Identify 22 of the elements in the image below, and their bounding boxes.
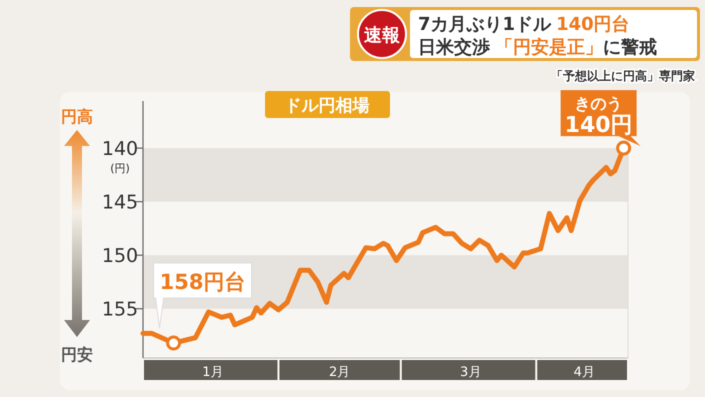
text: 速報 bbox=[364, 25, 401, 46]
text: 「円安是正」 bbox=[495, 37, 603, 58]
annotation: 158円台 bbox=[160, 270, 246, 294]
text: 円高 bbox=[61, 107, 93, 126]
y-axis-title: (円) bbox=[110, 162, 130, 176]
text: 140円台 bbox=[556, 14, 630, 35]
text: 7カ月ぶり1ドル bbox=[418, 14, 552, 35]
x-tick-label: 4月 bbox=[574, 365, 595, 380]
x-tick-label: 3月 bbox=[460, 365, 482, 380]
y-tick-label: 140 bbox=[102, 138, 138, 160]
y-tick-label: 155 bbox=[102, 298, 138, 321]
text: 円安 bbox=[61, 345, 93, 364]
text: に警戒 bbox=[603, 37, 657, 58]
text: 日米交渉 bbox=[418, 37, 490, 58]
y-tick-label: 145 bbox=[102, 192, 138, 214]
annotation: きのう bbox=[574, 94, 623, 114]
x-tick-label: 1月 bbox=[202, 365, 224, 380]
y-tick-label: 150 bbox=[102, 245, 138, 268]
chart-title: ドル円相場 bbox=[284, 96, 370, 116]
annotation: 140円 bbox=[564, 113, 633, 138]
x-tick-label: 2月 bbox=[328, 365, 350, 380]
text: 「予想以上に円高」専門家 bbox=[551, 69, 695, 83]
